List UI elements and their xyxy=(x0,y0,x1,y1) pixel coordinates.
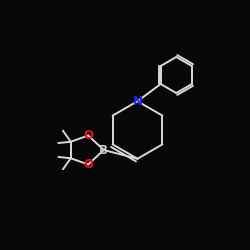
Text: N: N xyxy=(132,95,142,108)
Text: B: B xyxy=(99,144,108,156)
Text: O: O xyxy=(83,129,93,142)
Text: O: O xyxy=(83,158,93,171)
